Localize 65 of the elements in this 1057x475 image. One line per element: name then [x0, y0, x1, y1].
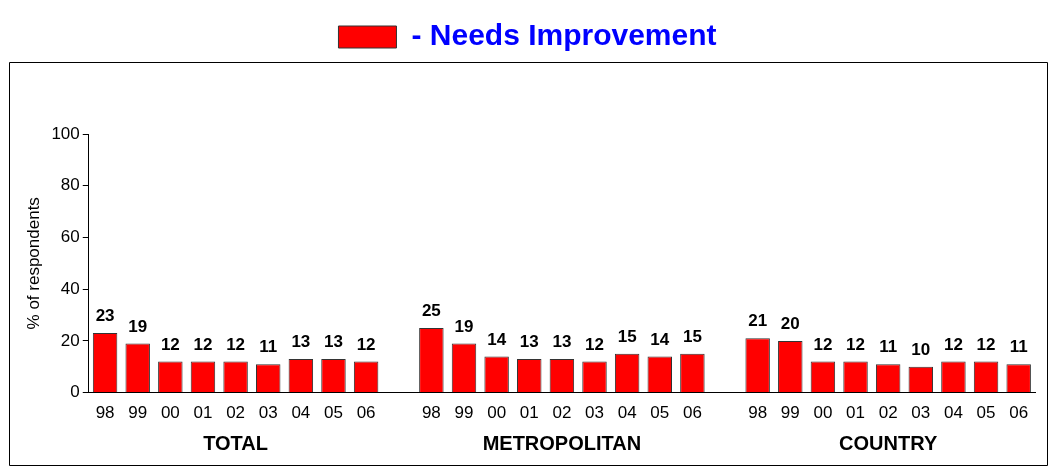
data-label: 12 — [813, 334, 833, 354]
x-tick-label: 06 — [356, 403, 376, 423]
data-label: 25 — [421, 301, 441, 321]
x-tick-label: 04 — [617, 403, 637, 423]
x-tick-label: 03 — [911, 403, 931, 423]
legend-label: - Needs Improvement — [411, 18, 717, 52]
data-label: 12 — [160, 334, 180, 354]
x-tick-label: 06 — [682, 403, 702, 423]
y-axis-title: % of respondents — [23, 197, 43, 330]
data-label: 13 — [519, 332, 539, 352]
x-tick-label: 03 — [585, 403, 604, 423]
data-label: 20 — [780, 314, 800, 334]
x-tick-label: 98 — [95, 403, 115, 423]
x-tick-label: 02 — [878, 403, 898, 423]
data-label: 15 — [682, 327, 702, 346]
x-tick-label: 00 — [160, 403, 180, 423]
data-label: 12 — [193, 334, 213, 354]
x-tick-label: 98 — [421, 403, 441, 423]
x-tick-label: 05 — [324, 403, 343, 423]
text: COUNTRY — [839, 432, 938, 455]
data-label: 12 — [943, 334, 963, 354]
x-tick-label: 04 — [291, 403, 311, 423]
data-label: 23 — [95, 306, 115, 326]
data-label: 13 — [552, 332, 572, 352]
x-tick-label: 01 — [846, 403, 865, 423]
x-tick-label: 05 — [976, 403, 996, 423]
x-tick-label: 06 — [1009, 403, 1029, 423]
y-tick-label: 60 — [60, 227, 80, 247]
data-label: 12 — [976, 334, 996, 354]
x-tick-label: 00 — [813, 403, 833, 423]
y-tick-label: 0 — [70, 382, 80, 402]
data-label: 19 — [128, 316, 148, 336]
data-label: 14 — [650, 329, 670, 349]
x-tick-label: 99 — [454, 403, 474, 423]
data-label: 12 — [585, 334, 604, 354]
data-label: 13 — [324, 332, 343, 352]
data-label: 14 — [487, 329, 507, 349]
x-tick-label: 01 — [193, 403, 213, 423]
y-tick-label: 100 — [51, 123, 80, 143]
data-label: 21 — [748, 311, 768, 331]
data-label: 10 — [911, 339, 931, 359]
x-tick-label: 03 — [258, 403, 278, 423]
data-label: 11 — [879, 337, 898, 357]
text: METROPOLITAN — [482, 432, 642, 455]
data-label: 12 — [226, 334, 246, 354]
x-tick-label: 02 — [552, 403, 572, 423]
x-tick-label: 05 — [650, 403, 670, 423]
y-tick-label: 20 — [60, 330, 80, 350]
x-tick-label: 02 — [226, 403, 246, 423]
y-tick-label: 80 — [60, 175, 80, 195]
x-tick-label: 01 — [519, 403, 539, 423]
y-tick-label: 40 — [60, 278, 80, 298]
data-label: 15 — [617, 327, 637, 346]
data-label: 13 — [291, 332, 311, 352]
data-label: 12 — [356, 334, 376, 354]
x-tick-label: 00 — [487, 403, 507, 423]
x-tick-label: 99 — [780, 403, 800, 423]
x-tick-label: 04 — [943, 403, 963, 423]
data-label: 12 — [846, 334, 865, 354]
x-tick-label: 98 — [748, 403, 768, 423]
data-label: 11 — [259, 337, 278, 357]
text: TOTAL — [203, 432, 268, 455]
data-label: 19 — [454, 316, 474, 336]
data-label: 11 — [1009, 337, 1028, 357]
x-tick-label: 99 — [128, 403, 148, 423]
